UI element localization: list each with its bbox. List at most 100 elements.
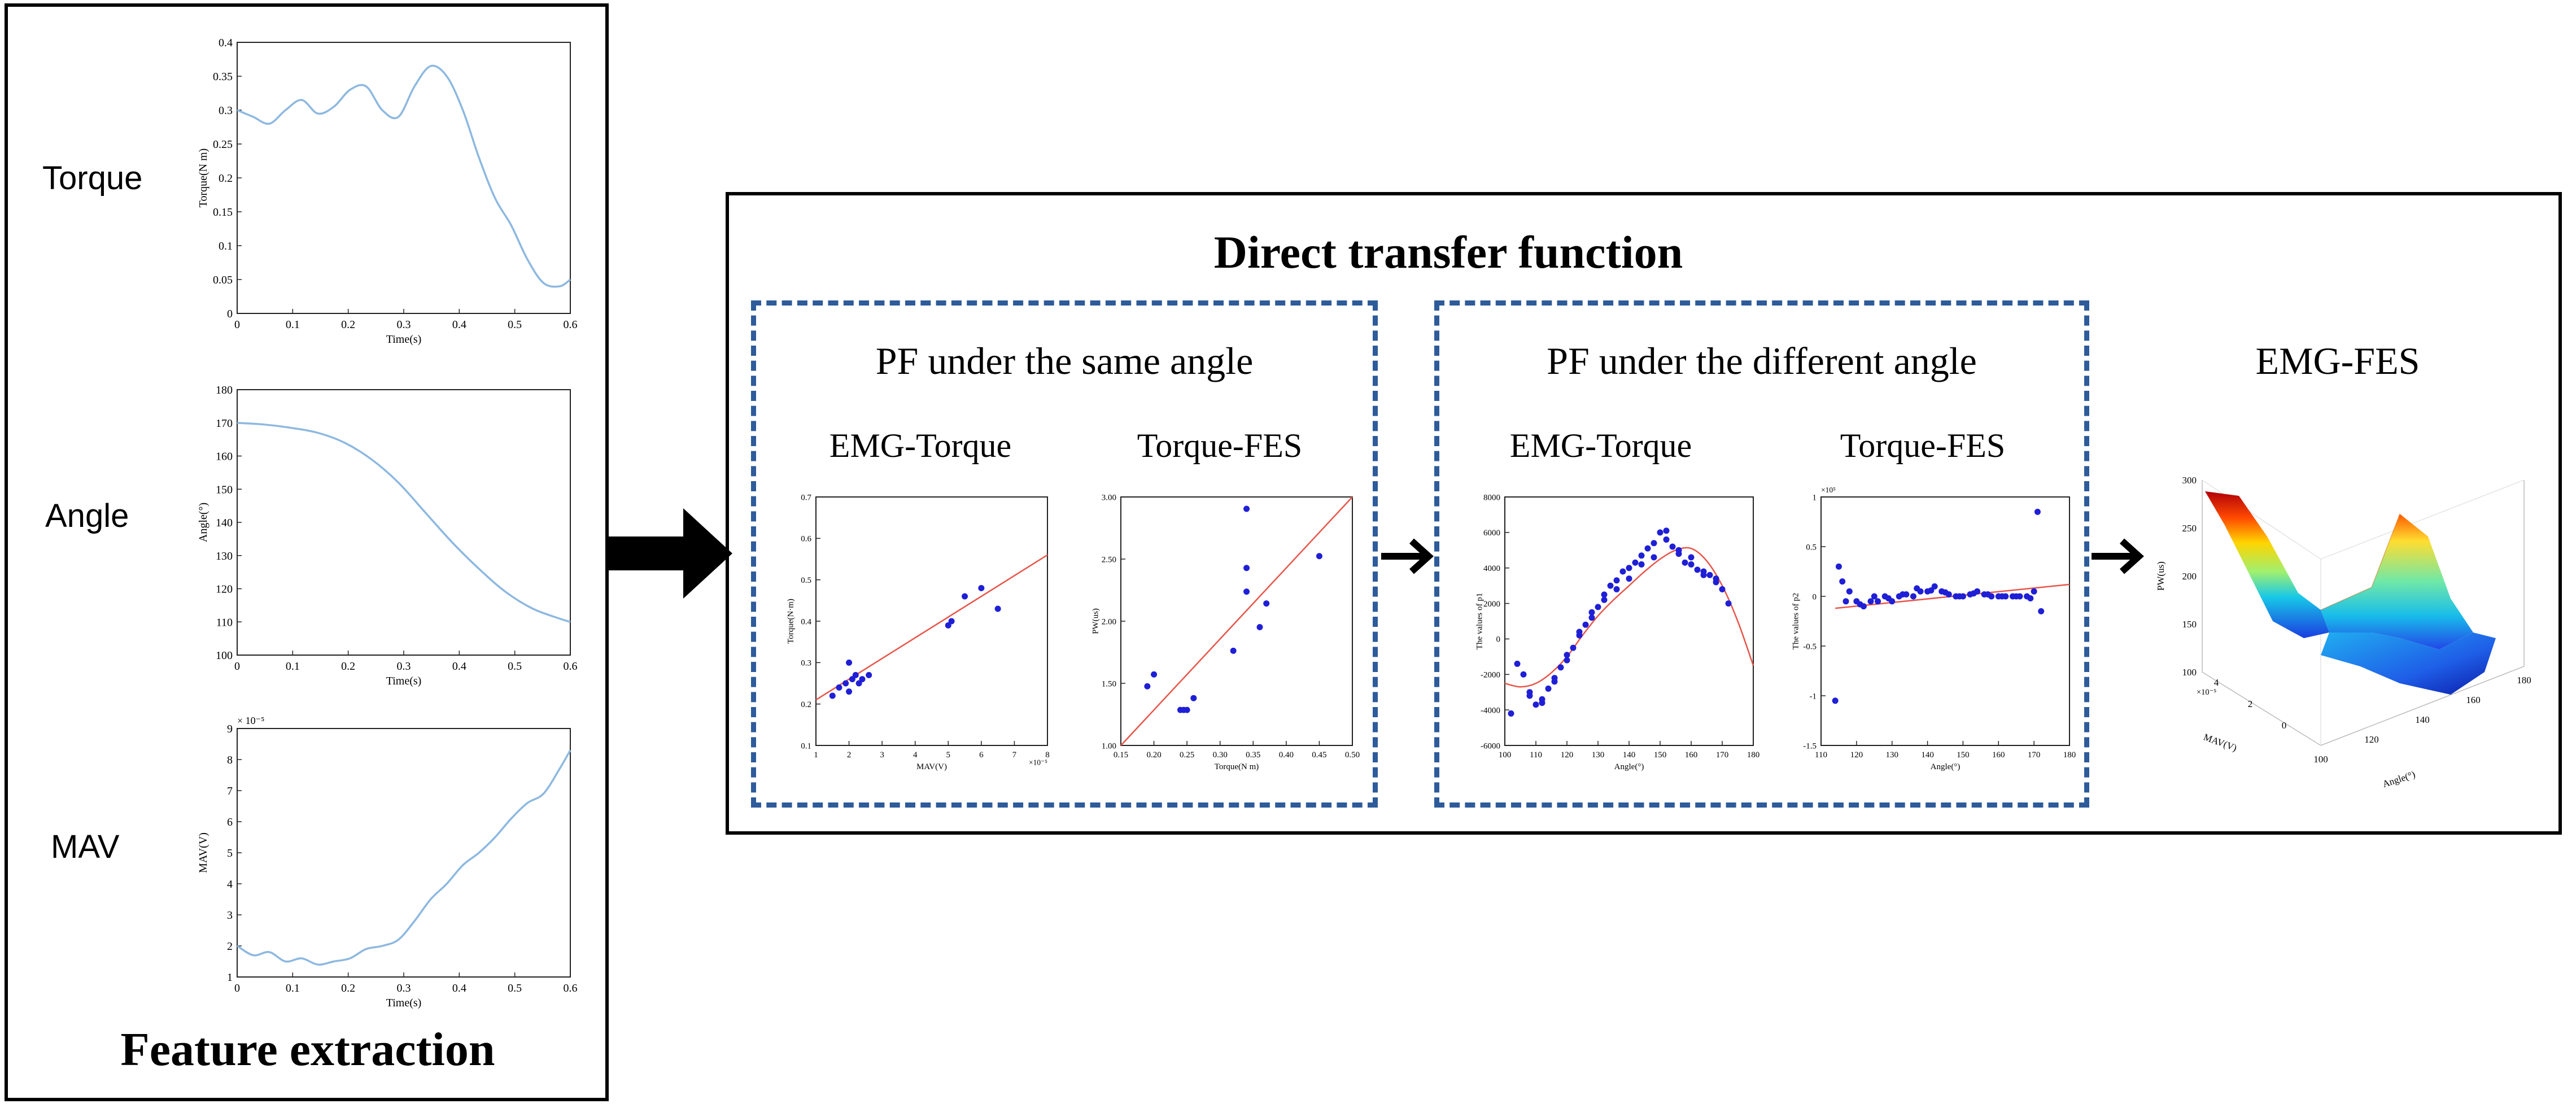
x-tick-label: 8	[1045, 751, 1050, 760]
plot-frame	[237, 728, 571, 978]
series-line	[237, 64, 571, 288]
x-tick-label: 0.2	[341, 660, 355, 673]
x-tick-label: 140	[1623, 751, 1636, 760]
x-tick-label: 0.2	[341, 319, 355, 331]
data-point	[2013, 593, 2020, 600]
x-tick-label: 0.1	[286, 982, 300, 994]
data-point	[852, 671, 859, 678]
x-tick-label: 0.1	[286, 660, 300, 673]
data-point	[1843, 598, 1849, 605]
data-point	[1942, 589, 1949, 596]
x-tick-label: 150	[1654, 751, 1667, 760]
transfer-function-title: Direct transfer function	[1213, 226, 1683, 278]
data-point	[1970, 590, 1977, 597]
y-tick-label: 120	[2364, 734, 2379, 745]
data-point	[1557, 664, 1564, 671]
y-tick-label: 1	[227, 971, 233, 984]
z-tick-label: 250	[2182, 523, 2197, 534]
x-tick-label: 0.20	[1146, 751, 1161, 760]
data-point	[1657, 529, 1664, 536]
data-point	[1532, 701, 1539, 708]
y-axis-label: MAV(V)	[197, 832, 209, 873]
fit-curve	[1504, 547, 1754, 688]
different-angle-torque-fes-title: Torque-FES	[1840, 427, 2006, 464]
x-tick-label: 0.45	[1312, 751, 1326, 760]
x-tick-label: 0.1	[286, 319, 300, 331]
x-tick-label: 0	[2282, 720, 2287, 731]
x-tick-label: 0.25	[1180, 751, 1194, 760]
data-point	[846, 659, 853, 666]
y-axis-label: Torque(N m)	[197, 149, 209, 208]
data-point	[962, 593, 968, 600]
data-point	[945, 622, 951, 629]
data-point	[1595, 604, 1601, 610]
data-point	[1719, 586, 1726, 592]
y-tick-label: 4	[227, 878, 233, 891]
x-tick-label: 110	[1530, 751, 1542, 760]
y-tick-label: 110	[216, 616, 233, 629]
y-tick-label: 0.5	[801, 576, 811, 585]
plot-frame	[1504, 496, 1754, 746]
x-tick-label: 0	[234, 319, 240, 331]
x-tick-label: 6	[979, 751, 984, 760]
x-tick-label: 0	[234, 982, 240, 994]
fit-line	[1835, 583, 2070, 609]
different-angle-title: PF under the different angle	[1547, 339, 1977, 382]
axis-multiplier: ×10⁻⁵	[1029, 758, 1047, 767]
data-point	[1984, 591, 1991, 597]
different-angle-emg-torque-title: EMG-Torque	[1509, 427, 1692, 464]
z-tick-label: 300	[2182, 475, 2197, 486]
y-tick-label: 0.15	[213, 206, 233, 219]
y-tick-label: 8000	[1483, 493, 1500, 502]
x-tick-label: 4	[913, 751, 918, 760]
data-point	[1190, 695, 1197, 701]
data-point	[1846, 588, 1853, 595]
data-point	[2027, 595, 2034, 602]
x-tick-label: 0.4	[452, 319, 466, 331]
y-tick-label: 170	[216, 417, 233, 430]
data-point	[1263, 600, 1270, 607]
different-angle-emg-torque-chart: 100 110 120 130 140 150 160 170 180 -6000 -4000 -20…	[1475, 493, 1760, 771]
surface-patch	[2321, 632, 2496, 695]
y-tick-label: 4000	[1483, 564, 1500, 573]
y-tick-label: -1	[1810, 692, 1817, 701]
data-point	[1651, 554, 1657, 561]
x-tick-label: 0.35	[1246, 751, 1260, 760]
right-arrow-icon	[607, 508, 732, 599]
data-point	[1588, 614, 1595, 621]
x-tick-label: 0.30	[1213, 751, 1228, 760]
x-tick-label: 180	[1747, 751, 1760, 760]
data-point	[1551, 678, 1558, 685]
z-tick-label: 100	[2182, 667, 2197, 678]
axis-multiplier: × 10⁻⁵	[237, 715, 264, 726]
y-tick-label: -1.5	[1803, 741, 1817, 751]
x-tick-label: 120	[1561, 751, 1574, 760]
data-point	[1713, 575, 1719, 582]
data-point	[1885, 595, 1892, 602]
y-tick-label: 2000	[1483, 600, 1500, 609]
data-point	[2031, 588, 2037, 595]
data-point	[1663, 527, 1670, 534]
surface-patch	[2205, 491, 2329, 638]
x-tick-label: 110	[1815, 751, 1827, 760]
y-axis-label: Angle(°)	[197, 503, 209, 542]
data-point	[1688, 561, 1695, 568]
y-tick-label: 180	[2517, 675, 2531, 686]
y-tick-label: 2	[227, 940, 233, 953]
plot-frame	[815, 496, 1048, 746]
x-tick-label: 180	[2063, 751, 2076, 760]
x-tick-label: 0.15	[1114, 751, 1128, 760]
axis-multiplier: ×10⁻⁵	[2197, 688, 2216, 697]
y-tick-label: 0.2	[219, 172, 233, 185]
data-point	[1638, 561, 1645, 568]
y-tick-label: 0.4	[801, 617, 811, 626]
x-axis-label: Time(s)	[386, 997, 422, 1009]
angle-label: Angle	[45, 498, 129, 534]
data-point	[1243, 505, 1250, 512]
series-line	[237, 749, 571, 966]
series-line	[237, 422, 571, 623]
data-point	[1694, 566, 1701, 573]
y-tick-label: 0	[227, 308, 233, 320]
same-angle-torque-fes-chart: 0.15 0.20 0.25 0.30 0.35 0.40 0.45 0.50 1.00 1.50…	[1091, 493, 1360, 771]
data-point	[1526, 689, 1533, 696]
